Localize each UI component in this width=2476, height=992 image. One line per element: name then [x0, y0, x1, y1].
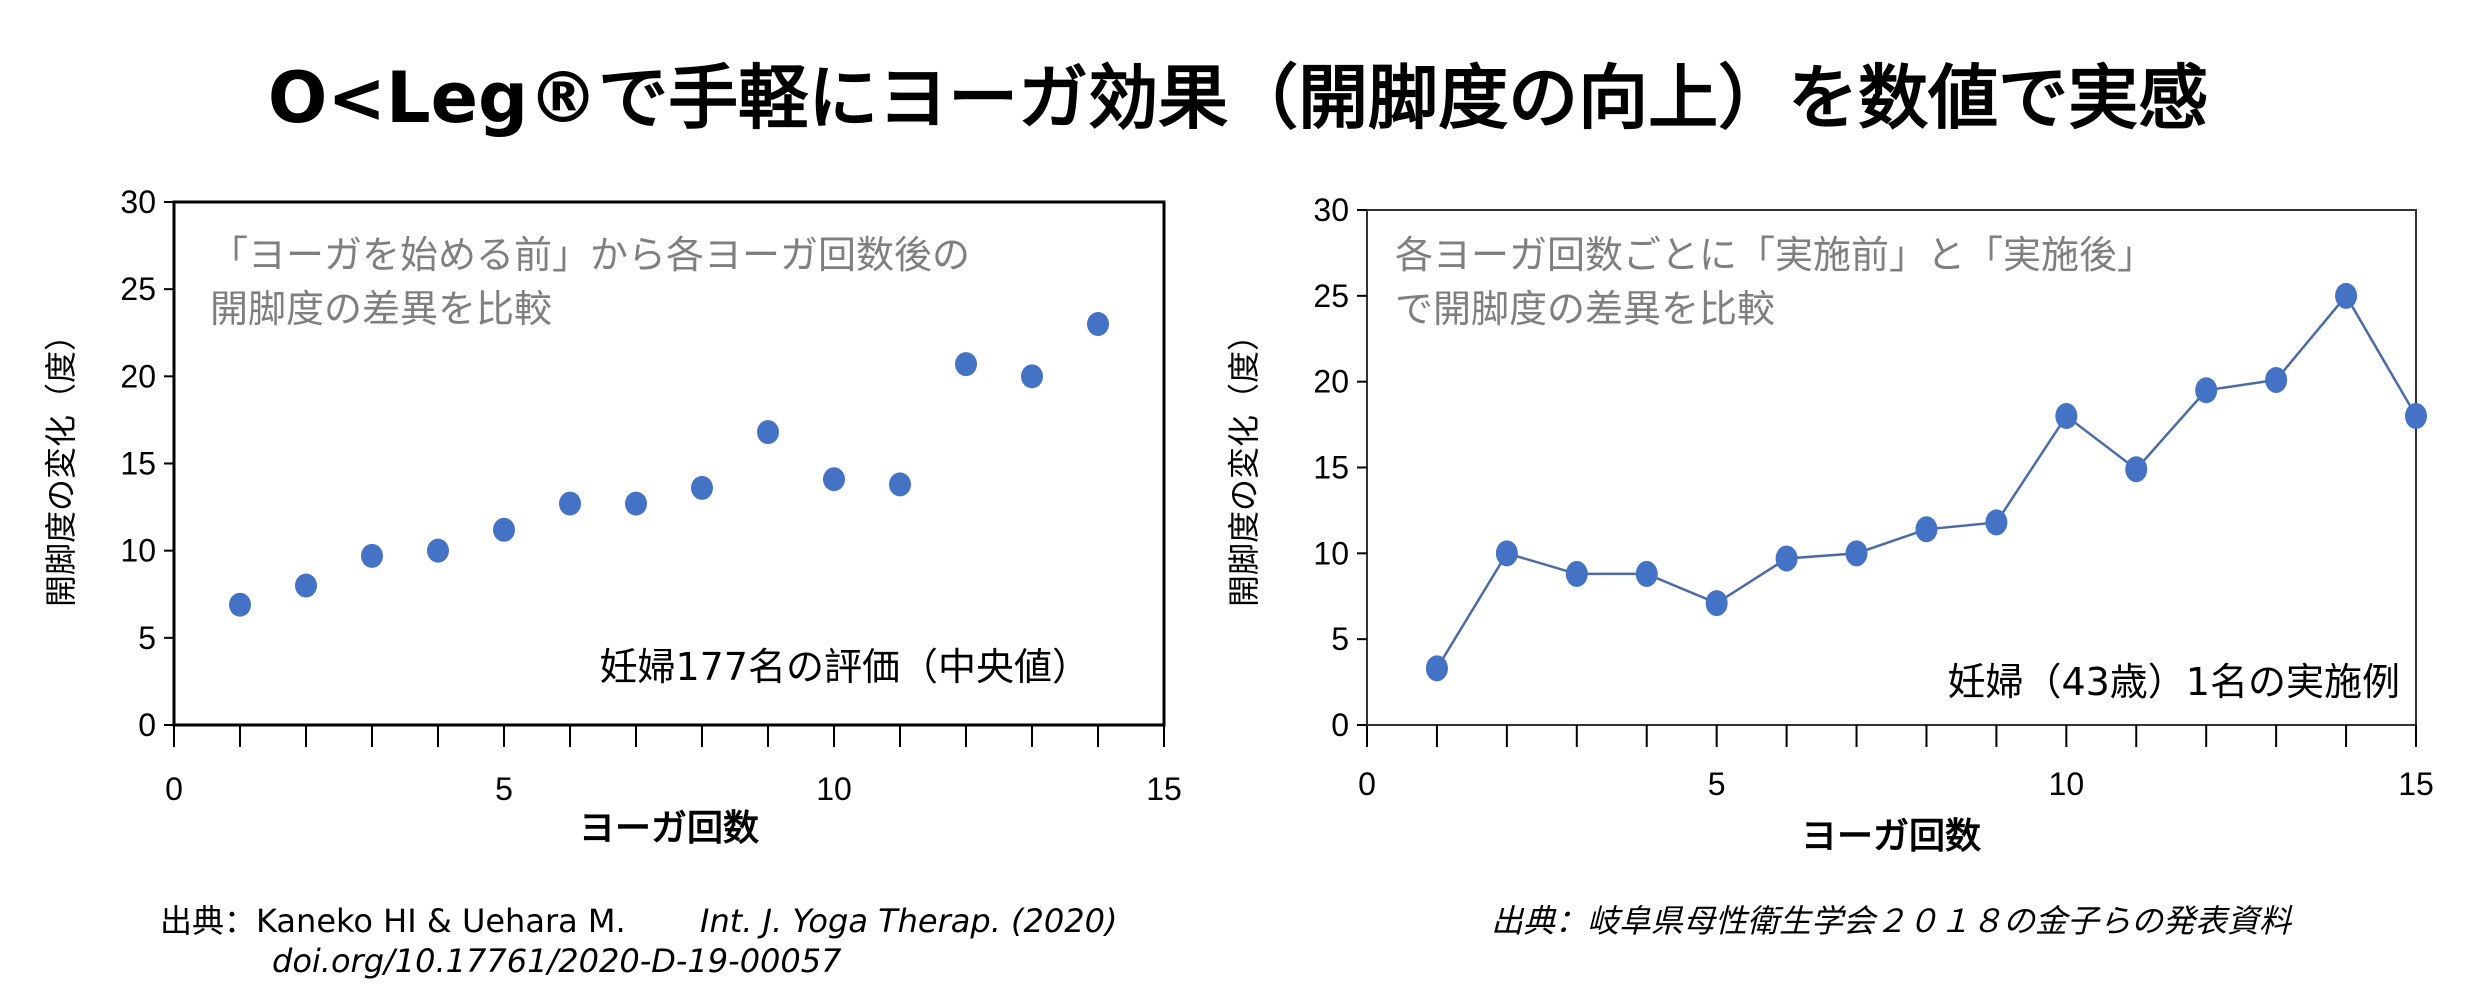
y-tick-label: 25	[1313, 278, 1349, 314]
chart-label: 妊婦177名の評価（中央値）	[599, 645, 1090, 689]
data-point	[1705, 590, 1728, 617]
data-point	[1915, 516, 1938, 543]
x-tick-label: 5	[1708, 766, 1726, 802]
y-tick-label: 20	[120, 358, 156, 394]
y-tick-label: 5	[1331, 621, 1349, 657]
chart-note-line-1: 「ヨーガを始める前」から各ヨーガ回数後の	[210, 233, 970, 277]
data-point	[2055, 403, 2078, 429]
source-doi: doi.org/10.17761/2020-D-19-00057	[272, 942, 842, 980]
x-axis-label: ヨーガ回数	[1801, 816, 1981, 857]
y-tick-label: 25	[120, 271, 156, 307]
data-point	[955, 352, 977, 377]
data-point	[2125, 456, 2148, 483]
y-tick-label: 20	[1313, 364, 1349, 400]
x-tick-label: 5	[495, 771, 513, 807]
x-tick-label: 0	[165, 771, 183, 807]
data-point	[1495, 540, 1518, 567]
source-text-1: 出典：Kaneko HI & Uehara M.	[160, 902, 626, 940]
chart-note-line-2: 開脚度の差異を比較	[210, 287, 552, 331]
x-tick-label: 0	[1358, 766, 1376, 802]
y-tick-label: 30	[120, 184, 156, 220]
source-text: 出典：岐阜県母性衛生学会２０１８の金子らの発表資料	[1491, 902, 2293, 940]
y-tick-label: 5	[138, 620, 156, 656]
chart-note-line-1: 各ヨーガ回数ごとに「実施前」と「実施後」	[1395, 233, 2155, 277]
data-point	[1635, 560, 1658, 587]
source-journal: Int. J. Yoga Therap. (2020)	[700, 902, 1117, 940]
x-tick-label: 15	[1146, 771, 1182, 807]
data-point	[889, 472, 911, 497]
data-point	[1775, 545, 1798, 572]
x-tick-label: 15	[2398, 766, 2434, 802]
data-point	[361, 543, 383, 568]
chart-right-single-case: 各ヨーガ回数ごとに「実施前」と「実施後」 で開脚度の差異を比較 妊婦（43歳）1…	[1225, 192, 2434, 940]
data-point	[625, 491, 647, 516]
data-point	[757, 420, 779, 445]
data-point	[1985, 509, 2008, 536]
data-point	[1087, 312, 1109, 337]
series-line	[1435, 293, 2418, 669]
chart-note-line-2: で開脚度の差異を比較	[1395, 287, 1775, 331]
y-axis-label: 開脚度の変化（度）	[42, 319, 80, 607]
chart-left-median: 「ヨーガを始める前」から各ヨーガ回数後の 開脚度の差異を比較 妊婦177名の評価…	[42, 184, 1182, 980]
y-tick-label: 15	[120, 446, 156, 482]
data-point	[427, 538, 449, 563]
data-point	[1565, 560, 1588, 587]
x-tick-label: 10	[2049, 766, 2085, 802]
y-tick-label: 0	[1331, 707, 1349, 743]
data-point	[2195, 377, 2218, 404]
y-tick-label: 10	[1313, 535, 1349, 571]
data-point	[2335, 282, 2358, 309]
data-point	[229, 592, 251, 617]
data-point	[493, 517, 515, 542]
x-axis-label: ヨーガ回数	[579, 808, 759, 849]
slide-title: O<Leg®で手軽にヨーガ効果（開脚度の向上）を数値で実感	[268, 57, 2208, 139]
data-point	[559, 491, 581, 516]
x-tick-label: 10	[816, 771, 852, 807]
data-point	[2265, 366, 2288, 393]
y-tick-label: 0	[138, 707, 156, 743]
data-point	[295, 573, 317, 598]
data-point	[691, 475, 713, 500]
data-point	[1425, 655, 1448, 682]
y-tick-label: 15	[1313, 450, 1349, 486]
data-point	[1021, 364, 1043, 389]
chart-label: 妊婦（43歳）1名の実施例	[1947, 660, 2400, 704]
y-tick-label: 10	[120, 533, 156, 569]
data-point	[1845, 540, 1868, 567]
data-point	[2405, 403, 2427, 429]
data-point	[823, 467, 845, 492]
y-tick-label: 30	[1313, 192, 1349, 228]
y-axis-label: 開脚度の変化（度）	[1225, 319, 1263, 607]
